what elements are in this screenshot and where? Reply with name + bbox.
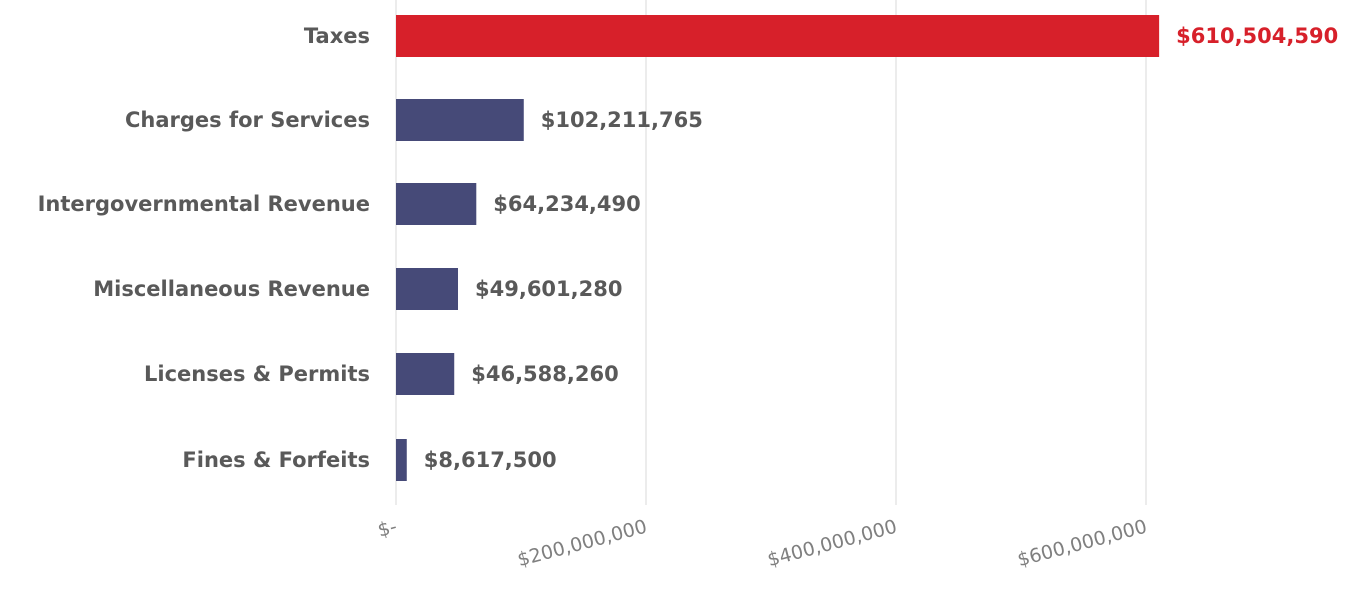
value-label: $64,234,490 [493,192,640,216]
value-label: $8,617,500 [424,448,557,472]
x-tick-label: $- [375,516,399,542]
bar [396,439,407,481]
category-label: Miscellaneous Revenue [93,277,370,301]
value-label: $49,601,280 [475,277,622,301]
category-label: Licenses & Permits [144,362,370,386]
category-label: Taxes [304,24,370,48]
x-axis-tick-labels: $- $200,000,000 $400,000,000 $600,000,000 [375,516,1149,572]
x-tick-label: $600,000,000 [1015,516,1149,572]
bar [396,268,459,310]
bar [396,183,477,225]
value-labels: $610,504,590 $102,211,765 $64,234,490 $49,6… [424,24,1338,472]
x-tick-label: $200,000,000 [515,516,649,572]
category-labels: Taxes Charges for Services Intergovernment… [38,24,370,472]
bars [396,15,1160,481]
bar [396,15,1160,57]
value-label: $610,504,590 [1176,24,1338,48]
bar [396,353,455,395]
bar [396,99,524,141]
x-tick-label: $400,000,000 [765,516,899,572]
category-label: Charges for Services [125,108,370,132]
value-label: $102,211,765 [541,108,703,132]
gridlines [395,0,1147,505]
category-label: Fines & Forfeits [182,448,370,472]
value-label: $46,588,260 [471,362,618,386]
category-label: Intergovernmental Revenue [38,192,370,216]
